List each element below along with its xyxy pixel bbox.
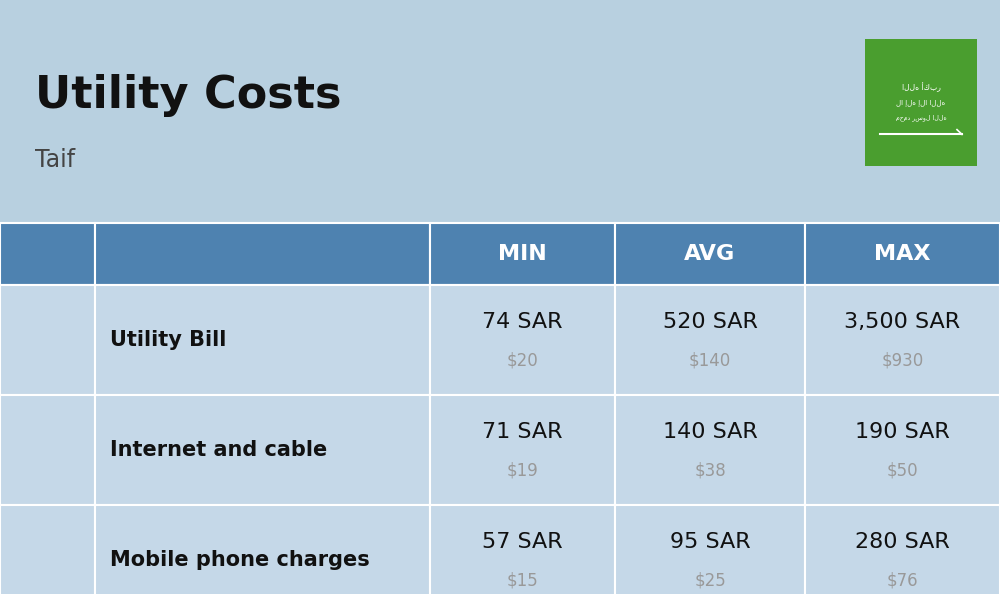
Text: 95 SAR: 95 SAR bbox=[670, 532, 750, 552]
Text: $19: $19 bbox=[507, 462, 538, 480]
Text: 57 SAR: 57 SAR bbox=[482, 532, 563, 552]
Text: $50: $50 bbox=[887, 462, 918, 480]
Text: $20: $20 bbox=[507, 352, 538, 370]
Bar bbox=[430, 505, 615, 594]
Bar bbox=[0, 395, 95, 505]
Bar bbox=[430, 223, 615, 285]
Text: $25: $25 bbox=[694, 571, 726, 590]
Bar bbox=[95, 395, 430, 505]
Text: MAX: MAX bbox=[874, 244, 931, 264]
Bar bbox=[615, 505, 805, 594]
Bar bbox=[95, 285, 430, 395]
Bar bbox=[805, 285, 1000, 395]
Text: AVG: AVG bbox=[684, 244, 736, 264]
Text: $76: $76 bbox=[887, 571, 918, 590]
Text: 71 SAR: 71 SAR bbox=[482, 422, 563, 442]
Text: Internet and cable: Internet and cable bbox=[110, 440, 327, 460]
Text: 190 SAR: 190 SAR bbox=[855, 422, 950, 442]
Text: $140: $140 bbox=[689, 352, 731, 370]
Text: Utility Bill: Utility Bill bbox=[110, 330, 226, 350]
Bar bbox=[0, 223, 95, 285]
Text: $38: $38 bbox=[694, 462, 726, 480]
Text: 74 SAR: 74 SAR bbox=[482, 312, 563, 332]
Bar bbox=[615, 395, 805, 505]
Text: 520 SAR: 520 SAR bbox=[663, 312, 757, 332]
Text: الله أكبر: الله أكبر bbox=[902, 82, 940, 92]
Text: Utility Costs: Utility Costs bbox=[35, 74, 342, 116]
Text: Mobile phone charges: Mobile phone charges bbox=[110, 550, 370, 570]
Bar bbox=[805, 223, 1000, 285]
Text: MIN: MIN bbox=[498, 244, 547, 264]
Text: $15: $15 bbox=[507, 571, 538, 590]
Bar bbox=[615, 285, 805, 395]
Bar bbox=[615, 223, 805, 285]
Bar bbox=[430, 395, 615, 505]
Text: Taif: Taif bbox=[35, 148, 75, 172]
Text: 140 SAR: 140 SAR bbox=[663, 422, 757, 442]
Text: محمد رسول الله: محمد رسول الله bbox=[896, 115, 946, 121]
Bar bbox=[95, 505, 430, 594]
Bar bbox=[805, 505, 1000, 594]
Bar bbox=[805, 395, 1000, 505]
Text: 3,500 SAR: 3,500 SAR bbox=[844, 312, 961, 332]
Text: $930: $930 bbox=[881, 352, 924, 370]
Bar bbox=[430, 285, 615, 395]
Bar bbox=[95, 223, 430, 285]
Text: لا إله إلا الله: لا إله إلا الله bbox=[896, 99, 946, 106]
Text: 280 SAR: 280 SAR bbox=[855, 532, 950, 552]
Bar bbox=[0, 285, 95, 395]
Bar bbox=[865, 39, 977, 166]
Bar bbox=[0, 505, 95, 594]
